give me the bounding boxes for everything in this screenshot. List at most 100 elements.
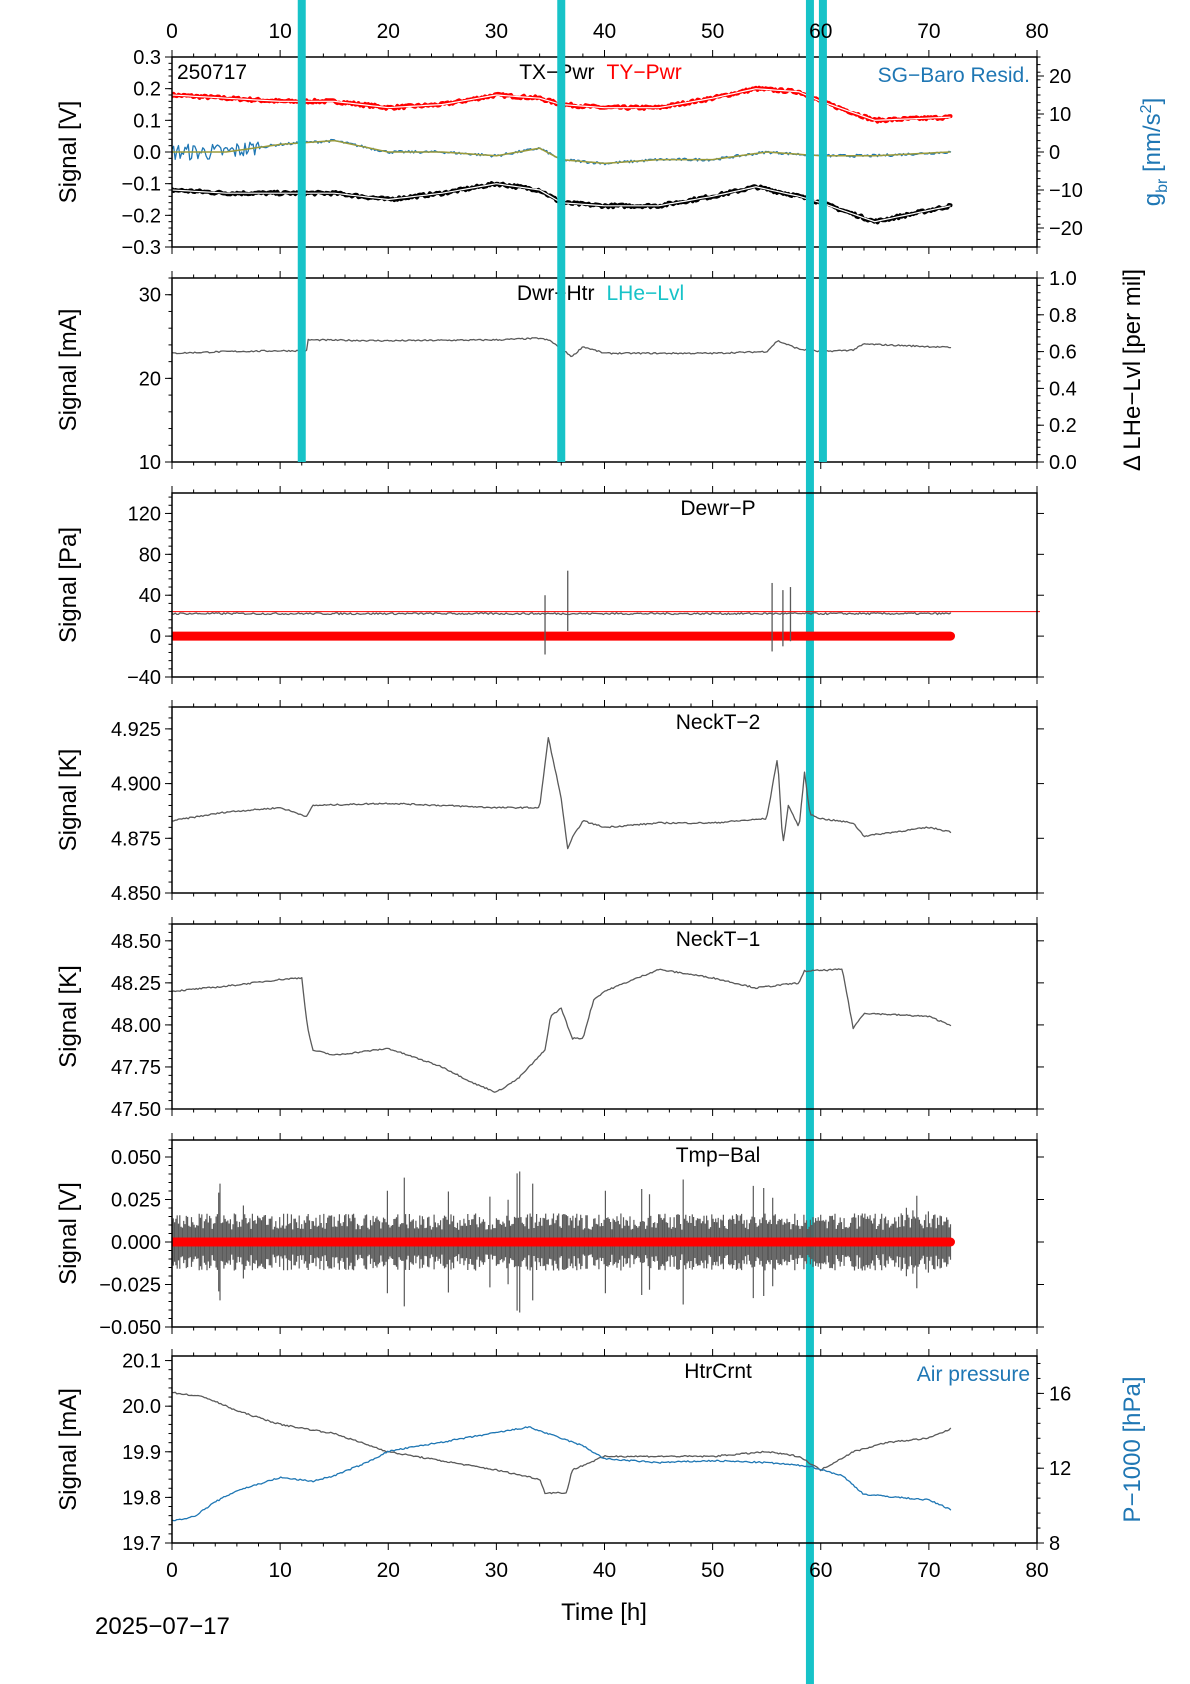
- panel-title: Dewr−P: [680, 497, 755, 520]
- y-tick-label: 0: [150, 626, 161, 648]
- y-tick-label: 48.00: [111, 1015, 161, 1037]
- y-tick-label: 4.875: [111, 828, 161, 850]
- y-right-tick-label: −20: [1049, 218, 1083, 240]
- y-right-axis-label: Δ LHe−Lvl [per mil]: [1119, 269, 1146, 471]
- y-right-tick-label: −10: [1049, 180, 1083, 202]
- y-right-tick-label: 10: [1049, 104, 1071, 126]
- date-stamp: 250717: [177, 61, 247, 84]
- plot-area-p4: [172, 736, 952, 850]
- x-tick-label-top: 30: [485, 20, 508, 43]
- y-tick-label: 20.0: [122, 1396, 161, 1418]
- y-tick-label: 0.1: [133, 110, 161, 132]
- y-axis-label: Signal [K]: [55, 965, 82, 1068]
- panel-title: NeckT−2: [676, 711, 761, 734]
- y-tick-label: −0.3: [122, 237, 161, 259]
- y-tick-label: 0.050: [111, 1147, 161, 1169]
- x-axis-label: Time [h]: [561, 1599, 647, 1626]
- series-p7-0: [172, 1391, 952, 1495]
- y-right-label-part: br: [1154, 178, 1171, 193]
- plot-area-p5: [172, 968, 952, 1093]
- y-tick-label: 4.850: [111, 883, 161, 905]
- y-tick-label: 4.900: [111, 774, 161, 796]
- x-tick-label-top: 70: [917, 20, 940, 43]
- y-right-label-part: g: [1139, 193, 1166, 206]
- panel-p1: 0.3 0.2 0.1 0.0 −0.1 −0.2 −0.3 20 10 0 −10 −20 Signa…: [55, 47, 1171, 259]
- panel-p6: 0.050 0.025 0.000 −0.025 −0.050 Signal [V] Tmp…: [55, 1133, 1044, 1339]
- x-tick-label-bottom: 10: [268, 1559, 291, 1582]
- x-tick-label-top: 50: [701, 20, 724, 43]
- panel-title-2: TY−Pwr: [607, 61, 682, 84]
- y-tick-label: −40: [127, 667, 161, 689]
- y-right-tick-label: 20: [1049, 66, 1071, 88]
- panel-title-2: LHe−Lvl: [607, 282, 685, 305]
- y-tick-label: 20: [139, 368, 161, 390]
- date-label: 2025−07−17: [95, 1613, 230, 1640]
- panel-p5: 48.50 48.25 48.00 47.75 47.50 Signal [K] NeckT…: [55, 917, 1044, 1121]
- y-tick-label: 0.2: [133, 79, 161, 101]
- x-tick-label-bottom: 30: [485, 1559, 508, 1582]
- y-right-label-part: 2: [1138, 104, 1155, 113]
- panel-p3: 120 80 40 0 −40 Signal [Pa] Dewr−P: [55, 486, 1044, 689]
- series-p7-1: [172, 1426, 952, 1522]
- panel-p4: 4.925 4.900 4.875 4.850 Signal [K] NeckT−2: [55, 700, 1044, 905]
- x-tick-label-top: 60: [809, 20, 832, 43]
- panel-title: Tmp−Bal: [676, 1144, 761, 1167]
- y-tick-label: 0.0: [133, 142, 161, 164]
- x-tick-label-bottom: 60: [809, 1559, 832, 1582]
- series-p3-0: [172, 612, 952, 616]
- y-tick-label: 48.25: [111, 973, 161, 995]
- y-right-tick-label: 0.0: [1049, 452, 1077, 474]
- y-tick-label: 20.1: [122, 1351, 161, 1373]
- frame-p7: [171, 1355, 1038, 1544]
- y-tick-label: 40: [139, 585, 161, 607]
- x-tick-label-top: 40: [593, 20, 616, 43]
- y-right-tick-label: 8: [1049, 1533, 1060, 1555]
- x-tick-label-bottom: 40: [593, 1559, 616, 1582]
- frame-p3: [171, 492, 1038, 678]
- panel-title: NeckT−1: [676, 928, 761, 951]
- y-right-tick-label: 0.6: [1049, 342, 1077, 364]
- y-axis-label: Signal [mA]: [55, 309, 82, 432]
- y-right-label-part: [nm/s: [1139, 113, 1166, 178]
- x-tick-label-top: 10: [268, 20, 291, 43]
- y-right-tick-label: 0.4: [1049, 378, 1077, 400]
- series-note: SG−Baro Resid.: [878, 64, 1030, 87]
- plot-area-p3: [172, 570, 955, 655]
- y-axis-label: Signal [K]: [55, 749, 82, 852]
- y-tick-label: −0.025: [99, 1275, 161, 1297]
- y-axis-label: Signal [V]: [55, 101, 82, 204]
- x-tick-label-bottom: 50: [701, 1559, 724, 1582]
- frame-p4: [171, 706, 1038, 894]
- y-tick-label: 0.000: [111, 1232, 161, 1254]
- x-tick-label-top: 0: [166, 20, 178, 43]
- y-tick-label: 0.3: [133, 47, 161, 69]
- panel-title: TX−Pwr: [519, 61, 594, 84]
- x-tick-label-bottom: 80: [1025, 1559, 1048, 1582]
- panel-title: Dwr−Htr: [517, 282, 595, 305]
- y-tick-label: 4.925: [111, 719, 161, 741]
- y-tick-label: 19.8: [122, 1487, 161, 1509]
- y-tick-label: 30: [139, 285, 161, 307]
- y-tick-label: 48.50: [111, 931, 161, 953]
- x-tick-label-top: 20: [377, 20, 400, 43]
- y-right-tick-label: 0.8: [1049, 305, 1077, 327]
- y-axis-label: Signal [V]: [55, 1182, 82, 1285]
- x-tick-label-bottom: 70: [917, 1559, 940, 1582]
- x-tick-label-bottom: 20: [377, 1559, 400, 1582]
- y-tick-label: 47.50: [111, 1099, 161, 1121]
- y-axis-label: Signal [mA]: [55, 1388, 82, 1511]
- y-right-axis-label: gbr [nm/s2]: [1138, 98, 1171, 207]
- y-right-tick-label: 1.0: [1049, 268, 1077, 290]
- y-tick-label: 19.9: [122, 1442, 161, 1464]
- panel-title: HtrCrnt: [684, 1360, 752, 1383]
- x-tick-label-top: 80: [1025, 20, 1048, 43]
- y-tick-label: −0.050: [99, 1317, 161, 1339]
- y-tick-label: 10: [139, 452, 161, 474]
- y-tick-label: −0.1: [122, 174, 161, 196]
- y-right-axis-label: P−1000 [hPa]: [1119, 1376, 1146, 1522]
- panel-p7: 20.1 20.0 19.9 19.8 19.7 16 12 8 Signal [mA] P−10…: [55, 1349, 1146, 1555]
- series-p5-0: [172, 968, 952, 1093]
- plot-area-p7: [172, 1391, 952, 1522]
- y-tick-label: 120: [128, 503, 161, 525]
